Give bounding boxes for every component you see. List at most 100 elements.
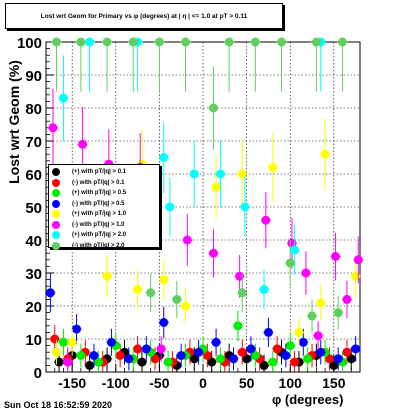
legend-label: (+) with pT/|q| > 2.0 xyxy=(72,232,127,239)
legend-marker xyxy=(52,189,60,198)
legend-marker xyxy=(52,210,60,219)
legend-label: (-) with pT/|q| > 0.5 xyxy=(72,200,125,207)
legend: (+) with pT/|q| > 0.1 (-) with pT/|q| > 0… xyxy=(48,164,160,250)
y-tick-label: 80 xyxy=(25,101,42,118)
data-point xyxy=(159,153,169,162)
data-point xyxy=(263,327,273,337)
x-axis-label: φ (degrees) xyxy=(272,392,344,407)
x-tick-label: 100 xyxy=(279,375,303,391)
legend-marker xyxy=(52,199,60,208)
y-tick-label: 60 xyxy=(25,167,42,184)
data-point xyxy=(311,37,321,47)
x-tick-label: -150 xyxy=(58,375,86,391)
data-point xyxy=(208,248,218,258)
data-point xyxy=(207,357,217,367)
data-point xyxy=(54,357,64,367)
data-point xyxy=(331,252,341,261)
data-point xyxy=(85,360,95,370)
legend-label: (+) with pT/|q| > 0.5 xyxy=(72,190,127,197)
data-point xyxy=(316,347,326,357)
data-point xyxy=(211,337,221,347)
data-point xyxy=(189,354,199,364)
data-point xyxy=(102,271,112,281)
legend-label: (-) with pT/|q| > 1.0 xyxy=(72,221,125,228)
data-point xyxy=(50,334,60,344)
legend-label: (+) with pT/|q| > 0.1 xyxy=(72,169,127,176)
data-point xyxy=(353,255,363,265)
data-point xyxy=(93,357,103,367)
data-point xyxy=(159,318,169,327)
y-tick-label: 20 xyxy=(25,299,42,316)
data-point xyxy=(154,37,164,47)
data-point xyxy=(329,360,339,370)
legend-entry: (-) with pT/|q| > 0.5 xyxy=(51,199,159,210)
chart-title: Lost wrt Geom for Primary vs φ (degrees)… xyxy=(5,3,283,29)
data-point xyxy=(102,37,112,47)
data-point xyxy=(215,354,225,364)
y-tick-label: 30 xyxy=(25,266,42,283)
legend-entry: (-) with pT/|q| > 2.0 xyxy=(51,241,159,252)
data-point xyxy=(176,351,186,360)
data-point xyxy=(133,285,143,294)
data-point xyxy=(316,298,326,308)
data-point xyxy=(156,344,166,354)
data-point xyxy=(298,337,308,347)
data-point xyxy=(313,331,323,341)
data-point xyxy=(150,354,160,364)
data-point xyxy=(78,139,88,149)
data-point xyxy=(290,357,300,367)
legend-entry: (+) with pT/|q| > 0.1 xyxy=(51,167,159,178)
data-point xyxy=(272,344,282,354)
data-point xyxy=(181,301,191,311)
data-point xyxy=(324,354,334,364)
x-tick-label: 0 xyxy=(199,375,207,391)
data-point xyxy=(261,215,271,225)
data-point xyxy=(235,271,245,281)
x-tick-label: -100 xyxy=(102,375,130,391)
legend-entry: (-) with pT/|q| > 1.0 xyxy=(51,220,159,231)
legend-label: (+) with pT/|q| > 1.0 xyxy=(72,211,127,218)
data-point xyxy=(159,275,169,285)
data-point xyxy=(224,37,234,47)
data-point xyxy=(259,285,269,294)
data-point xyxy=(237,169,247,179)
data-point xyxy=(301,268,311,278)
data-point xyxy=(58,93,68,103)
data-point xyxy=(237,288,247,298)
data-point xyxy=(246,344,256,354)
data-point xyxy=(338,37,348,47)
data-point xyxy=(208,103,218,113)
data-point xyxy=(215,169,225,179)
x-tick-label: -50 xyxy=(149,375,169,391)
y-tick-label: 10 xyxy=(25,332,42,349)
data-point xyxy=(45,288,55,298)
data-point xyxy=(72,324,82,334)
data-point xyxy=(211,182,221,192)
data-point xyxy=(48,123,58,133)
data-point xyxy=(303,354,313,364)
data-point xyxy=(58,337,68,347)
y-tick-label: 0 xyxy=(34,365,42,382)
data-point xyxy=(242,354,252,364)
data-point xyxy=(268,357,278,367)
data-point xyxy=(277,37,286,47)
data-point xyxy=(351,344,361,354)
legend-marker xyxy=(52,168,60,177)
data-point xyxy=(165,202,175,212)
data-point xyxy=(137,357,147,367)
data-point xyxy=(67,337,77,347)
data-point xyxy=(189,169,199,179)
legend-entry: (+) with pT/|q| > 0.5 xyxy=(51,188,159,199)
data-point xyxy=(63,357,73,367)
data-point xyxy=(89,351,99,360)
data-point xyxy=(233,321,243,331)
x-tick-label: 50 xyxy=(239,375,255,391)
y-tick-label: 50 xyxy=(25,200,42,217)
data-point xyxy=(268,162,278,172)
data-point xyxy=(51,37,61,47)
data-point xyxy=(85,37,95,47)
data-point xyxy=(285,258,295,268)
data-point xyxy=(146,288,156,298)
data-point xyxy=(351,271,361,281)
y-axis-label: Lost wrt Geom (%) xyxy=(6,60,22,184)
